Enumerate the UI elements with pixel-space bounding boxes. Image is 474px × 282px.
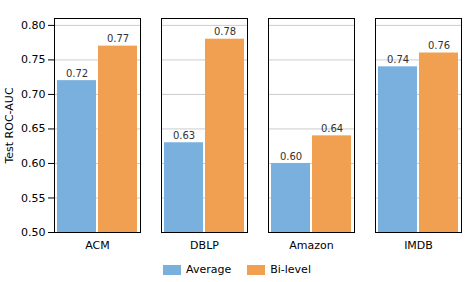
svg-text:0.60: 0.60: [21, 157, 46, 170]
svg-text:0.80: 0.80: [21, 19, 46, 32]
svg-text:0.72: 0.72: [66, 68, 88, 79]
svg-text:DBLP: DBLP: [190, 239, 219, 252]
svg-text:0.78: 0.78: [214, 26, 236, 37]
svg-text:0.60: 0.60: [280, 151, 302, 162]
svg-text:Amazon: Amazon: [289, 239, 333, 252]
svg-text:0.64: 0.64: [321, 123, 343, 134]
svg-text:0.74: 0.74: [387, 54, 409, 65]
svg-text:0.63: 0.63: [173, 130, 195, 141]
svg-text:0.55: 0.55: [21, 192, 46, 205]
svg-text:0.77: 0.77: [107, 33, 129, 44]
svg-text:0.50: 0.50: [21, 226, 46, 239]
svg-text:Test ROC-AUC: Test ROC-AUC: [3, 87, 16, 164]
svg-text:0.76: 0.76: [428, 40, 450, 51]
svg-text:ACM: ACM: [85, 239, 110, 252]
svg-text:0.70: 0.70: [21, 88, 46, 101]
svg-text:0.65: 0.65: [21, 122, 46, 135]
svg-text:0.75: 0.75: [21, 53, 46, 66]
svg-text:IMDB: IMDB: [404, 239, 433, 252]
html-text:Bi-level: Bi-level: [270, 262, 311, 276]
html-text:Average: Average: [186, 262, 232, 276]
